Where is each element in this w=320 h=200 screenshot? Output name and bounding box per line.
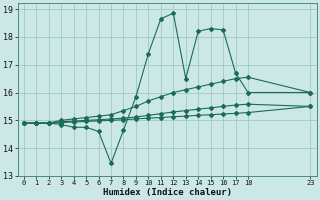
X-axis label: Humidex (Indice chaleur): Humidex (Indice chaleur) xyxy=(103,188,232,197)
